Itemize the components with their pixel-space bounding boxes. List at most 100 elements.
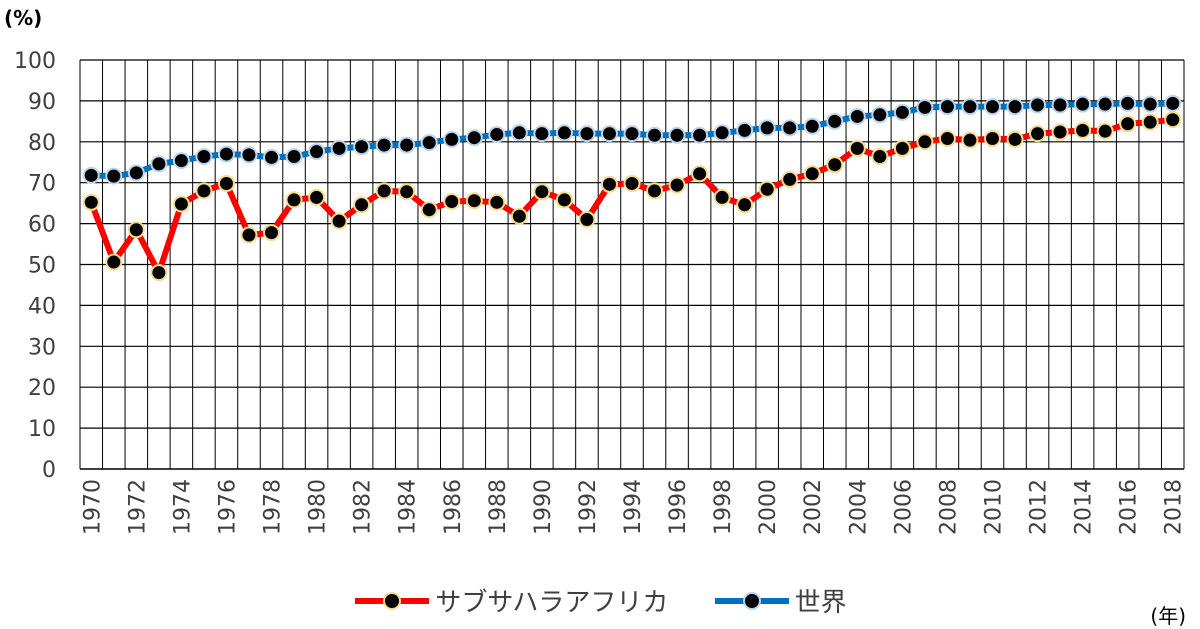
data-point-subsaharan (758, 180, 776, 198)
data-point-subsaharan (375, 182, 393, 200)
data-point-subsaharan (893, 139, 911, 157)
data-point-world (172, 152, 190, 170)
data-point-subsaharan (420, 201, 438, 219)
y-tick-label: 30 (28, 335, 56, 360)
data-point-subsaharan (465, 192, 483, 210)
x-tick-label: 2010 (981, 479, 1006, 535)
x-tick-label: 1986 (441, 479, 466, 535)
x-tick-label: 2000 (756, 479, 781, 535)
data-point-subsaharan (691, 165, 709, 183)
data-point-world (961, 98, 979, 116)
x-tick-label: 1978 (261, 479, 286, 535)
x-tick-label: 1980 (306, 479, 331, 535)
y-tick-label: 40 (28, 294, 56, 319)
data-point-world (420, 134, 438, 152)
data-point-world (871, 106, 889, 124)
data-point-subsaharan (172, 195, 190, 213)
x-tick-label: 2004 (846, 479, 871, 535)
data-point-subsaharan (848, 139, 866, 157)
x-tick-label: 1972 (125, 479, 150, 535)
legend-item-world: 世界 (713, 582, 847, 619)
data-point-world (848, 107, 866, 125)
data-point-world (623, 125, 641, 143)
data-point-subsaharan (533, 183, 551, 201)
data-point-subsaharan (1096, 122, 1114, 140)
data-point-world (781, 119, 799, 137)
x-tick-label: 1996 (666, 479, 691, 535)
legend-label-world: 世界 (794, 588, 847, 618)
x-tick-label: 1998 (711, 479, 736, 535)
data-point-world (240, 146, 258, 164)
x-tick-label: 1994 (621, 479, 646, 535)
data-point-world (713, 124, 731, 142)
data-point-world (127, 164, 145, 182)
data-point-subsaharan (82, 193, 100, 211)
legend-swatch-world (714, 591, 789, 610)
y-tick-label: 100 (14, 49, 56, 74)
legend-label-subsaharan: サブサハラアフリカ (435, 588, 669, 618)
x-tick-label: 1976 (215, 479, 240, 535)
data-point-subsaharan (826, 156, 844, 174)
data-point-subsaharan (353, 196, 371, 214)
data-point-subsaharan (195, 182, 213, 200)
data-point-world (150, 155, 168, 173)
y-tick-label: 80 (28, 131, 56, 156)
data-point-world (217, 145, 235, 163)
data-point-subsaharan (240, 226, 258, 244)
data-point-world (758, 119, 776, 137)
data-point-world (1074, 95, 1092, 113)
data-point-subsaharan (1119, 115, 1137, 133)
x-tick-label: 1970 (80, 479, 105, 535)
data-point-world (82, 166, 100, 184)
x-tick-label: 1982 (351, 479, 376, 535)
y-tick-label: 20 (28, 376, 56, 401)
data-point-subsaharan (781, 170, 799, 188)
data-point-world (105, 167, 123, 185)
data-point-subsaharan (1074, 121, 1092, 139)
data-point-subsaharan (398, 183, 416, 201)
x-tick-label: 2008 (936, 479, 961, 535)
data-point-world (195, 148, 213, 166)
data-point-subsaharan (916, 133, 934, 151)
data-point-world (691, 126, 709, 144)
data-point-subsaharan (555, 191, 573, 209)
data-point-subsaharan (961, 131, 979, 149)
data-point-world (353, 138, 371, 156)
data-point-subsaharan (623, 175, 641, 193)
data-point-world (533, 125, 551, 143)
data-point-subsaharan (308, 188, 326, 206)
y-tick-label: 90 (28, 90, 56, 115)
x-tick-label: 1992 (576, 479, 601, 535)
series-points (82, 94, 1182, 282)
data-point-subsaharan (1141, 113, 1159, 131)
data-point-world (263, 148, 281, 166)
data-point-world (308, 143, 326, 161)
x-tick-label: 1990 (531, 479, 556, 535)
data-point-world (736, 121, 754, 139)
data-point-world (285, 148, 303, 166)
data-point-world (646, 126, 664, 144)
x-tick-label: 2014 (1072, 479, 1097, 535)
data-point-subsaharan (105, 253, 123, 271)
data-point-world (893, 103, 911, 121)
y-tick-labels: 0 10 20 30 40 50 60 70 80 90 100 (14, 49, 56, 483)
data-point-subsaharan (646, 182, 664, 200)
data-point-world (983, 98, 1001, 116)
data-point-subsaharan (600, 175, 618, 193)
data-point-world (938, 98, 956, 116)
data-point-world (1141, 95, 1159, 113)
data-point-subsaharan (871, 148, 889, 166)
data-point-world (555, 124, 573, 142)
data-point-world (578, 125, 596, 143)
data-point-world (510, 124, 528, 142)
data-point-world (826, 112, 844, 130)
data-point-subsaharan (263, 224, 281, 242)
data-point-world (1051, 96, 1069, 114)
data-point-subsaharan (983, 130, 1001, 148)
data-point-subsaharan (1164, 111, 1182, 129)
x-tick-label: 1984 (396, 479, 421, 535)
data-point-world (1096, 95, 1114, 113)
data-point-subsaharan (443, 193, 461, 211)
legend-swatch-subsaharan (355, 591, 430, 610)
